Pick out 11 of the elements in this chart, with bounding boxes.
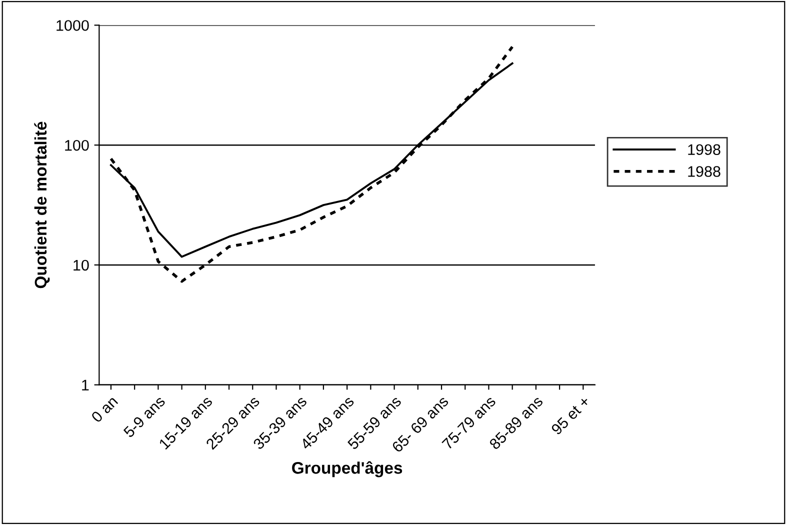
y-tick-label: 10 — [74, 260, 89, 271]
x-axis-title: Grouped'âges — [292, 461, 402, 478]
x-tick-label: 95 et + — [550, 395, 591, 436]
y-tick-label: 1000 — [56, 20, 89, 31]
x-tick-label: 5-9 ans — [122, 395, 166, 438]
y-tick-label: 1 — [82, 380, 89, 390]
legend-label: 1988 — [688, 166, 720, 177]
legend-label: 1998 — [688, 144, 720, 156]
y-tick-label: 100 — [65, 140, 89, 151]
y-axis-title: Quotient de mortalité — [34, 122, 50, 288]
x-tick-label: 0 an — [90, 396, 118, 424]
